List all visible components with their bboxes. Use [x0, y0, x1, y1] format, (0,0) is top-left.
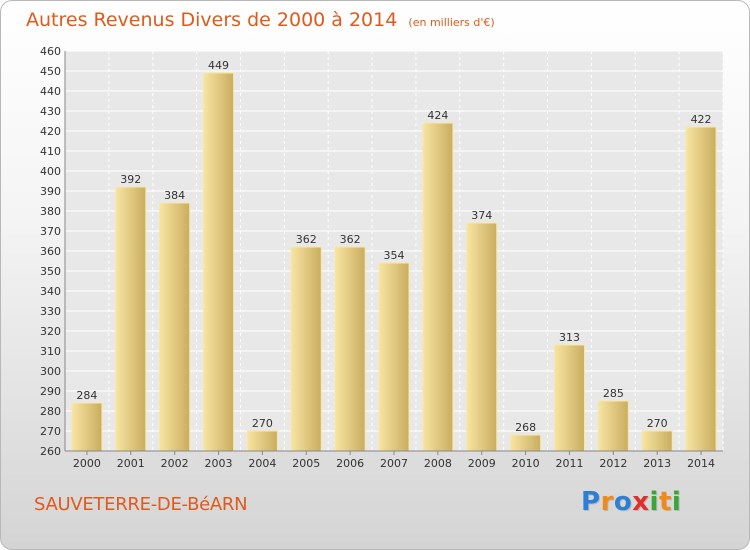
x-tick-label: 2006: [336, 457, 364, 470]
bar-value-label: 268: [515, 421, 536, 434]
bar-value-label: 270: [647, 417, 668, 430]
y-tick-label: 290: [40, 385, 61, 398]
bar-2012: [597, 400, 629, 452]
logo-letter: r: [600, 487, 614, 517]
x-tick-label: 2002: [161, 457, 189, 470]
x-tick-label: 2000: [73, 457, 101, 470]
bar-value-label: 362: [296, 233, 317, 246]
logo-letter: i: [671, 487, 682, 517]
x-tick-label: 2013: [643, 457, 671, 470]
bar-2003: [203, 72, 235, 452]
chart-title: Autres Revenus Divers de 2000 à 2014: [26, 9, 398, 31]
y-tick-label: 430: [40, 105, 61, 118]
proxiti-logo: Proxiti: [581, 487, 681, 517]
y-tick-label: 310: [40, 345, 61, 358]
y-tick-label: 400: [40, 165, 61, 178]
y-tick-label: 410: [40, 145, 61, 158]
y-tick-label: 300: [40, 365, 61, 378]
town-name: SAUVETERRE-DE-BéARN: [34, 494, 248, 515]
logo-letter: x: [632, 487, 650, 517]
bar-value-label: 313: [559, 331, 580, 344]
bar-2009: [466, 222, 498, 452]
y-tick-label: 330: [40, 305, 61, 318]
y-tick-label: 360: [40, 245, 61, 258]
bar-value-label: 392: [120, 173, 141, 186]
y-tick-label: 450: [40, 65, 61, 78]
bar-2001: [115, 186, 147, 452]
bar-2013: [641, 430, 673, 452]
bar-value-label: 354: [384, 249, 405, 262]
bar-value-label: 374: [471, 209, 492, 222]
y-tick-label: 270: [40, 425, 61, 438]
y-tick-label: 370: [40, 225, 61, 238]
bar-2002: [159, 202, 191, 452]
x-tick-label: 2004: [248, 457, 276, 470]
logo-letter: o: [613, 487, 633, 517]
x-tick-label: 2009: [468, 457, 496, 470]
logo-letter: i: [649, 487, 659, 517]
x-tick-label: 2001: [117, 457, 145, 470]
y-tick-label: 440: [40, 85, 61, 98]
x-tick-label: 2010: [512, 457, 540, 470]
bar-2005: [290, 246, 322, 452]
x-tick-label: 2012: [599, 457, 627, 470]
bar-value-label: 284: [76, 389, 97, 402]
bar-2007: [378, 262, 410, 452]
bar-2008: [422, 122, 454, 452]
logo-letter: t: [658, 487, 672, 517]
bar-value-label: 424: [427, 109, 448, 122]
y-tick-label: 420: [40, 125, 61, 138]
bar-2000: [71, 402, 103, 452]
bar-2010: [510, 434, 542, 452]
y-tick-label: 460: [40, 45, 61, 58]
y-tick-label: 340: [40, 285, 61, 298]
y-tick-label: 280: [40, 405, 61, 418]
bar-2004: [246, 430, 278, 452]
bar-value-label: 449: [208, 59, 229, 72]
x-tick-label: 2011: [555, 457, 583, 470]
x-tick-label: 2005: [292, 457, 320, 470]
y-tick-label: 260: [40, 445, 61, 458]
x-tick-label: 2014: [687, 457, 715, 470]
title-row: Autres Revenus Divers de 2000 à 2014 (en…: [26, 9, 495, 31]
chart-subtitle: (en milliers d'€): [408, 16, 495, 29]
x-tick-label: 2007: [380, 457, 408, 470]
bar-value-label: 270: [252, 417, 273, 430]
bar-value-label: 422: [691, 113, 712, 126]
bar-value-label: 362: [340, 233, 361, 246]
x-tick-label: 2008: [424, 457, 452, 470]
bar-2014: [685, 126, 717, 452]
y-tick-label: 350: [40, 265, 61, 278]
logo-letter: P: [581, 487, 601, 517]
x-tick-label: 2003: [205, 457, 233, 470]
y-tick-label: 380: [40, 205, 61, 218]
bar-2011: [553, 344, 585, 452]
bar-2006: [334, 246, 366, 452]
bar-value-label: 384: [164, 189, 185, 202]
bar-value-label: 285: [603, 387, 624, 400]
y-tick-label: 390: [40, 185, 61, 198]
y-tick-label: 320: [40, 325, 61, 338]
